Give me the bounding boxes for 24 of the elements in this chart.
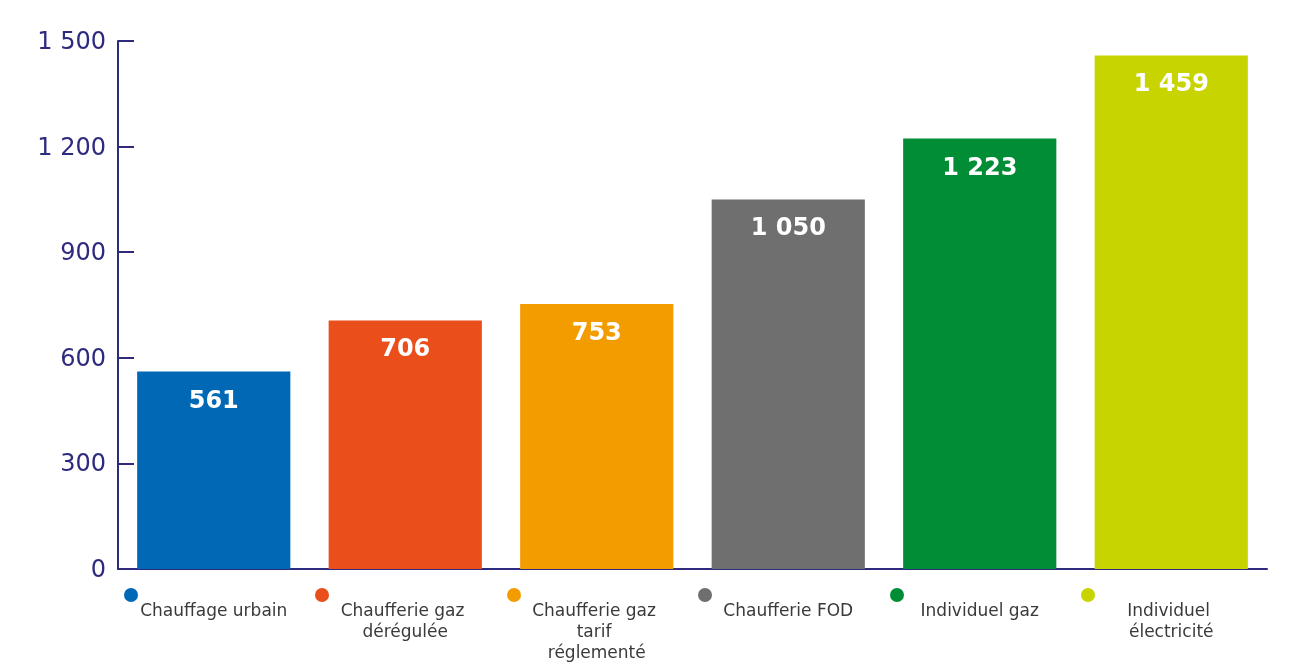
data-label: 1 223 xyxy=(942,152,1018,181)
x-tick-label: Individuel électricité xyxy=(1127,599,1216,641)
data-label: 1 050 xyxy=(750,213,826,242)
data-label: 561 xyxy=(188,385,239,414)
data-label: 1 459 xyxy=(1133,69,1209,98)
y-tick-label: 1 500 xyxy=(37,27,106,55)
y-tick-label: 0 xyxy=(90,555,106,583)
x-tick-label: Individuel gaz xyxy=(920,599,1040,620)
bar xyxy=(711,199,865,569)
bar xyxy=(328,320,482,569)
x-tick-label: Chaufferie FOD xyxy=(723,599,854,620)
data-label: 753 xyxy=(571,317,622,346)
bar xyxy=(903,138,1057,569)
y-tick-label: 900 xyxy=(60,238,106,267)
y-tick-label: 300 xyxy=(60,449,106,478)
bar xyxy=(520,303,674,569)
bar xyxy=(137,371,291,569)
y-tick-label: 600 xyxy=(60,343,106,372)
x-tick-label: Chaufferie gaz tarif réglementé xyxy=(532,599,662,662)
bar xyxy=(1094,55,1248,569)
x-tick-label: Chaufferie gaz dérégulée xyxy=(340,599,470,641)
x-tick-label: Chauffage urbain xyxy=(140,599,288,620)
y-tick-label: 1 200 xyxy=(37,132,106,161)
data-label: 706 xyxy=(380,334,431,363)
